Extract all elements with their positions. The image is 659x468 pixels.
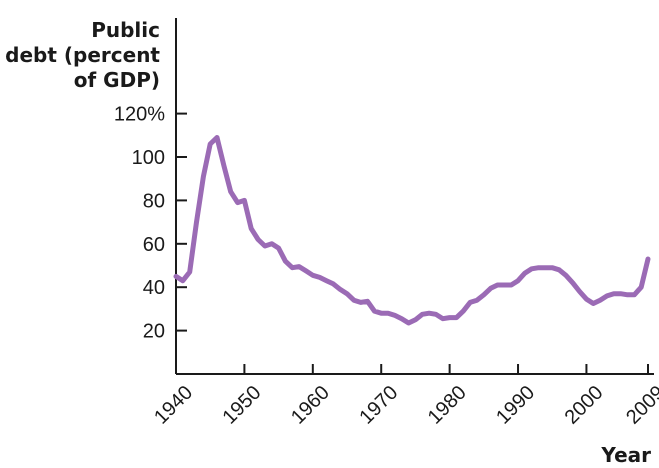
y-tick-label: 100: [132, 147, 165, 169]
y-tick-label: 20: [143, 321, 165, 343]
x-tick-label: 1970: [355, 382, 402, 429]
y-axis-label-line: debt (percent: [5, 43, 160, 67]
y-tick-label: 40: [143, 277, 165, 299]
public-debt-series-line: [173, 135, 651, 326]
y-tick-label: 60: [143, 234, 165, 256]
x-tick-label: 1980: [424, 382, 471, 429]
y-tick-label: 80: [143, 190, 165, 212]
x-tick-label: 2000: [561, 382, 608, 429]
y-ticks: 120% 100 80 60 40 20: [114, 104, 187, 343]
y-axis-label-line: Public: [91, 18, 160, 42]
x-tick-label: 1950: [219, 382, 266, 429]
x-tick-label: 1940: [150, 382, 197, 429]
x-tick-label: 2009: [622, 382, 659, 429]
y-axis-label-line: of GDP): [74, 68, 160, 92]
y-tick-label: 120%: [114, 104, 165, 126]
x-axis-label: Year: [600, 443, 651, 467]
x-tick-label: 1960: [287, 382, 334, 429]
x-tick-label: 1990: [492, 382, 539, 429]
